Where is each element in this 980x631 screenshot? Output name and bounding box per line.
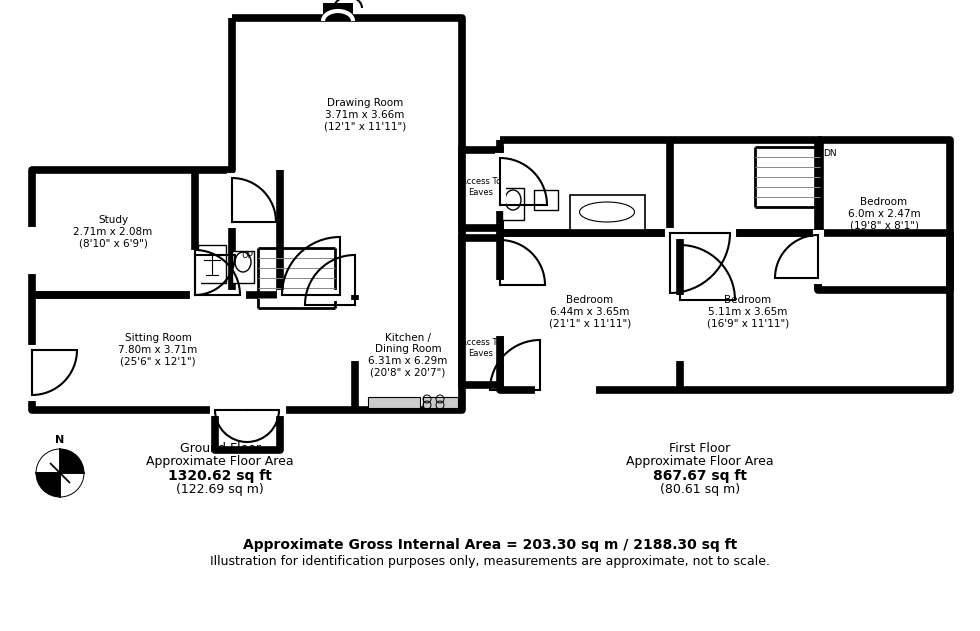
Text: Bedroom
5.11m x 3.65m
(16'9" x 11'11"): Bedroom 5.11m x 3.65m (16'9" x 11'11")	[707, 295, 789, 329]
Bar	[198, 245, 226, 283]
Text: Approximate Floor Area: Approximate Floor Area	[146, 456, 294, 468]
Text: Kitchen /
Dining Room
6.31m x 6.29m
(20'8" x 20'7"): Kitchen / Dining Room 6.31m x 6.29m (20'…	[368, 333, 448, 377]
Polygon shape	[818, 140, 950, 290]
Text: (80.61 sq m): (80.61 sq m)	[660, 483, 740, 497]
Bar	[570, 195, 645, 230]
Polygon shape	[500, 140, 820, 233]
Text: Access To
Eaves: Access To Eaves	[461, 338, 501, 358]
Text: Approximate Gross Internal Area = 203.30 sq m / 2188.30 sq ft: Approximate Gross Internal Area = 203.30…	[243, 538, 737, 552]
Wedge shape	[36, 449, 60, 473]
Polygon shape	[500, 233, 950, 390]
Wedge shape	[60, 449, 84, 473]
Text: Illustration for identification purposes only, measurements are approximate, not: Illustration for identification purposes…	[210, 555, 770, 569]
Text: 1320.62 sq ft: 1320.62 sq ft	[168, 469, 271, 483]
Bar	[462, 150, 500, 228]
Ellipse shape	[505, 190, 521, 210]
Bar	[232, 251, 254, 283]
Text: Sitting Room
7.80m x 3.71m
(25'6" x 12'1"): Sitting Room 7.80m x 3.71m (25'6" x 12'1…	[119, 333, 198, 367]
Text: First Floor: First Floor	[669, 442, 731, 454]
Wedge shape	[36, 473, 60, 497]
Bar	[368, 397, 420, 408]
Wedge shape	[60, 473, 84, 497]
Text: Approximate Floor Area: Approximate Floor Area	[626, 456, 774, 468]
Ellipse shape	[235, 252, 251, 272]
Bar	[323, 3, 353, 21]
Text: Bedroom
6.44m x 3.65m
(21'1" x 11'11"): Bedroom 6.44m x 3.65m (21'1" x 11'11")	[549, 295, 631, 329]
Text: N: N	[56, 435, 65, 445]
Text: Study
2.71m x 2.08m
(8'10" x 6'9"): Study 2.71m x 2.08m (8'10" x 6'9")	[74, 215, 153, 249]
Bar	[502, 188, 524, 220]
Text: Drawing Room
3.71m x 3.66m
(12'1" x 11'11"): Drawing Room 3.71m x 3.66m (12'1" x 11'1…	[323, 98, 406, 132]
Text: DN: DN	[823, 149, 837, 158]
Text: Ground Floor: Ground Floor	[179, 442, 261, 454]
Polygon shape	[215, 410, 280, 450]
Text: 867.67 sq ft: 867.67 sq ft	[653, 469, 747, 483]
Text: Bedroom
6.0m x 2.47m
(19'8" x 8'1"): Bedroom 6.0m x 2.47m (19'8" x 8'1")	[848, 198, 920, 230]
Text: UP: UP	[241, 251, 253, 259]
Text: Access To
Eaves: Access To Eaves	[461, 177, 501, 197]
Ellipse shape	[579, 202, 634, 222]
Bar	[423, 397, 458, 408]
Bar	[534, 190, 558, 210]
Text: (122.69 sq m): (122.69 sq m)	[176, 483, 264, 497]
Polygon shape	[32, 18, 462, 410]
Bar	[462, 238, 500, 385]
